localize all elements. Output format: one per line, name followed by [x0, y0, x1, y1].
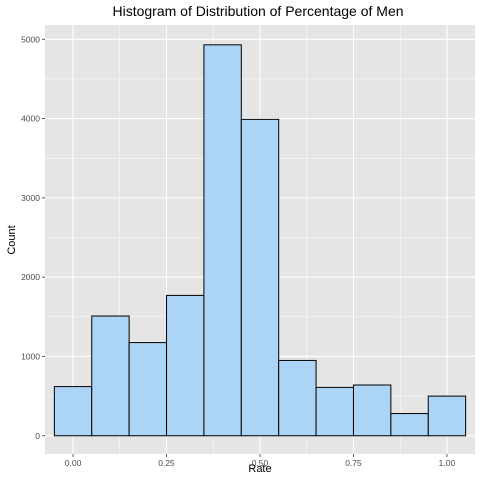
histogram-bar: [91, 315, 130, 437]
x-axis: 0.00 0.25 0.50 0.75 1.00: [65, 454, 456, 468]
y-tick-label: 1000: [21, 351, 40, 361]
histogram-bar: [53, 386, 93, 437]
x-tick-label: 1.00: [439, 458, 456, 468]
histogram-bar: [427, 395, 467, 437]
y-axis-title: Count: [6, 225, 18, 254]
histogram-bar: [315, 386, 354, 437]
x-tick-label: 0.25: [158, 458, 175, 468]
x-tick-label: 0.00: [65, 458, 82, 468]
x-axis-title: Rate: [248, 463, 271, 475]
histogram-bar: [203, 44, 242, 437]
chart-title: Histogram of Distribution of Percentage …: [112, 3, 403, 19]
histogram-bar: [390, 413, 429, 437]
histogram-bar: [128, 342, 168, 437]
histogram-bar: [278, 359, 317, 437]
histogram-bars: [53, 44, 467, 437]
histogram-bar: [166, 294, 205, 437]
x-tick-label: 0.75: [345, 458, 362, 468]
histogram-bar: [352, 384, 392, 437]
y-axis: 0 1000 2000 3000 4000 5000: [21, 34, 45, 441]
x-tick-label: 0.50: [252, 458, 269, 468]
histogram-bar: [240, 118, 280, 437]
y-tick-label: 2000: [21, 272, 40, 282]
y-tick-label: 3000: [21, 193, 40, 203]
y-tick-label: 4000: [21, 114, 40, 124]
y-tick-label: 5000: [21, 34, 40, 44]
y-tick-label: 0: [35, 431, 40, 441]
